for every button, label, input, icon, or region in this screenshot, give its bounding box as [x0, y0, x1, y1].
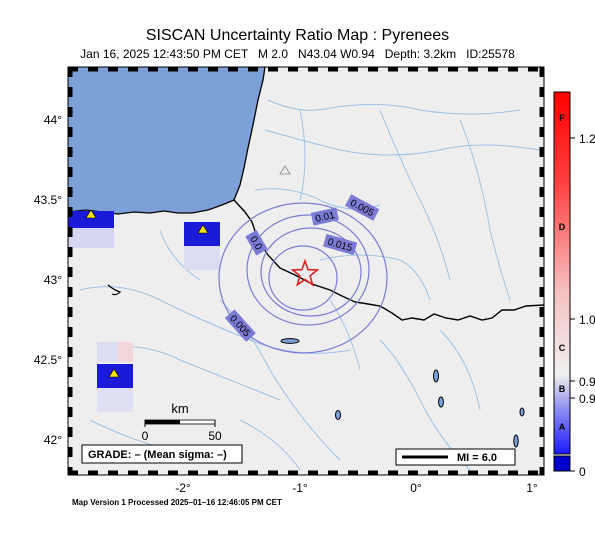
coastline: [68, 67, 266, 215]
colorbar-value: 1.2: [579, 132, 595, 146]
scale-bar-tick: 0: [142, 429, 149, 443]
station-cells: [68, 211, 220, 412]
station-icon: [279, 165, 291, 175]
grade-label: F: [559, 113, 565, 123]
station-icon: [85, 209, 97, 219]
mi-legend: MI = 6.0: [395, 448, 516, 466]
lat-tick-label: 43°: [44, 273, 62, 287]
sea-area: [68, 67, 265, 214]
map-version-footer: Map Version 1 Processed 2025–01–16 12:46…: [72, 498, 282, 507]
map-subtitle: Jan 16, 2025 12:43:50 PM CET M 2.0 N43.0…: [80, 47, 515, 61]
grade-label: B: [559, 384, 566, 394]
station-markers: [85, 165, 291, 378]
station-icon: [108, 368, 120, 378]
contour-label-1: 0.01: [314, 210, 336, 225]
grade-label: D: [559, 222, 566, 232]
lat-tick-label: 44°: [44, 113, 62, 127]
scale-bar: km 0 50: [142, 401, 222, 443]
lat-axis: 44° 43.5° 43° 42.5° 42°: [34, 113, 62, 447]
grade-label: C: [559, 343, 566, 353]
mi-legend-label: MI = 6.0: [457, 452, 497, 464]
lon-tick-label: 0°: [410, 481, 422, 495]
lon-axis: -2° -1° 0° 1°: [175, 481, 538, 495]
scale-bar-tick: 50: [208, 429, 222, 443]
map-title: SISCAN Uncertainty Ratio Map : Pyrenees: [145, 27, 450, 44]
colorbar-value: 1.0: [579, 313, 595, 327]
grade-text: GRADE: – (Mean sigma: –): [88, 449, 227, 461]
country-border: [233, 199, 544, 321]
color-scale: F D C B A 1.2 1.0 0.9 0.9 0: [553, 91, 595, 479]
lat-tick-label: 42°: [44, 433, 62, 447]
grade-label: A: [559, 422, 566, 432]
lon-tick-label: 1°: [526, 481, 538, 495]
colorbar-value: 0.9: [579, 375, 595, 389]
station-icon: [197, 224, 209, 234]
lat-tick-label: 42.5°: [34, 353, 62, 367]
lat-tick-label: 43.5°: [34, 193, 62, 207]
epicenter-star-icon: [290, 258, 320, 287]
colorbar-value: 0: [579, 465, 586, 479]
uncertainty-contours: [218, 202, 388, 354]
scale-bar-unit: km: [171, 401, 188, 416]
lon-tick-label: -1°: [292, 481, 308, 495]
lon-tick-label: -2°: [175, 481, 191, 495]
map-border-ticks: [67, 66, 545, 476]
colorbar-value: 0.9: [579, 392, 595, 406]
lakes: [280, 338, 525, 448]
grade-box: GRADE: – (Mean sigma: –): [81, 444, 243, 464]
